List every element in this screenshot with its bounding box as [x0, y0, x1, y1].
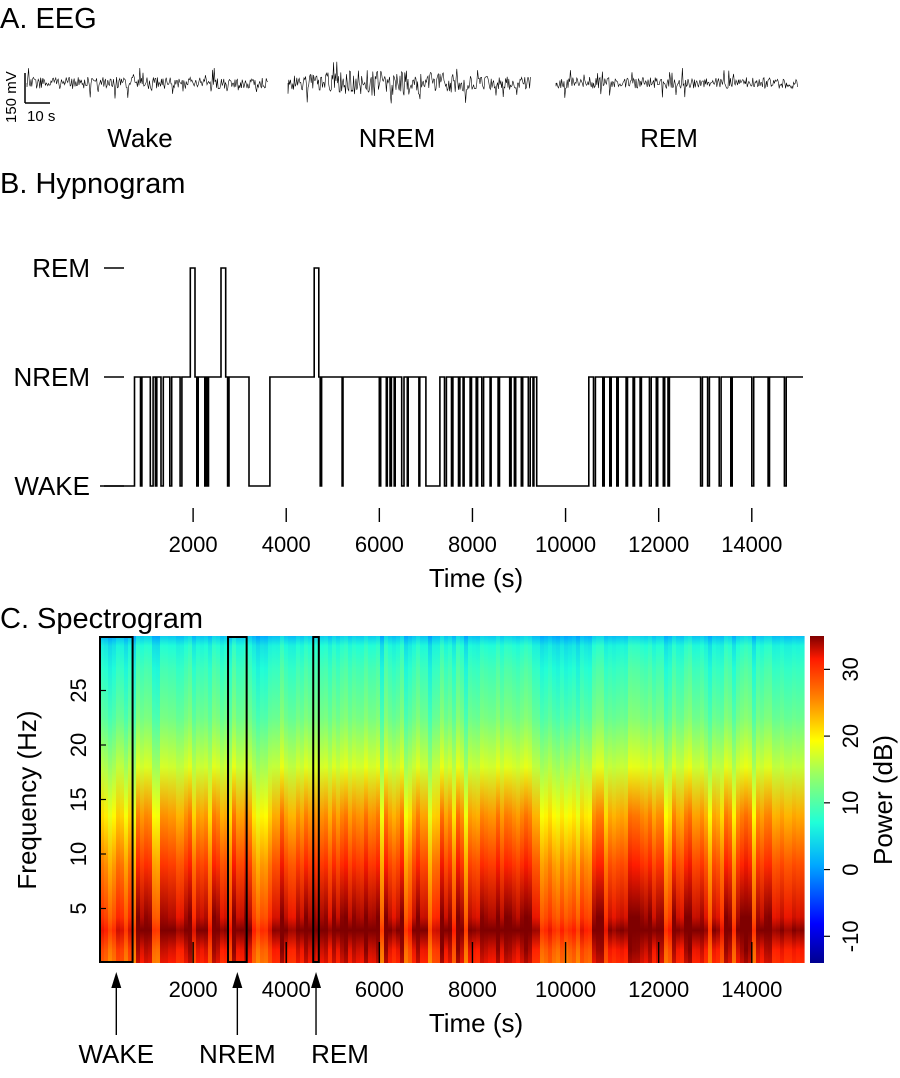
highlight-box-wake: [99, 636, 134, 963]
colorbar-tick-label--10: -10: [838, 920, 863, 952]
arrow-label-rem: REM: [311, 1039, 369, 1069]
spectrogram-xtick-label-12000: 12000: [628, 977, 689, 1002]
spectrogram-ytick-label-10: 10: [66, 842, 91, 866]
hypnogram-xtick-label-14000: 14000: [721, 532, 782, 557]
colorbar: [810, 636, 824, 963]
colorbar-tick-label-10: 10: [838, 791, 863, 815]
eeg-label-rem: REM: [640, 123, 698, 153]
colorbar-tick-label-30: 30: [838, 657, 863, 681]
spectrogram-ytick-label-15: 15: [66, 787, 91, 811]
arrow-head-wake: [111, 972, 122, 988]
spectrogram-ytick-label-20: 20: [66, 733, 91, 757]
spectrogram-xtick-label-14000: 14000: [721, 977, 782, 1002]
panel-c-title: C. Spectrogram: [0, 603, 203, 635]
spectrogram-xtick-label-6000: 6000: [355, 977, 404, 1002]
spectrogram-xtick-label-10000: 10000: [535, 977, 596, 1002]
spectrogram-xtick-label-4000: 4000: [262, 977, 311, 1002]
spectrogram-xtick-label-2000: 2000: [169, 977, 218, 1002]
spectrogram-xlabel: Time (s): [429, 1008, 523, 1038]
eeg-trace-rem: [555, 67, 798, 98]
spectrogram-ytick-label-25: 25: [66, 678, 91, 702]
eeg-traces: [26, 61, 798, 104]
arrow-head-nrem: [232, 972, 243, 988]
panel-a-title: A. EEG: [0, 3, 97, 35]
arrow-label-wake: WAKE: [78, 1039, 154, 1069]
hypnogram-ylabel-nrem: NREM: [13, 362, 90, 392]
spectrogram-ytick-label-5: 5: [66, 902, 91, 914]
arrow-label-nrem: NREM: [199, 1039, 276, 1069]
hypnogram-xtick-label-6000: 6000: [355, 532, 404, 557]
panel-b-title: B. Hypnogram: [0, 168, 185, 200]
hypnogram-xlabel: Time (s): [429, 563, 523, 593]
hypnogram-xtick-label-8000: 8000: [448, 532, 497, 557]
highlight-box-nrem: [227, 636, 248, 963]
eeg-time-scale-label: 10 s: [27, 108, 55, 125]
eeg-voltage-scale-label: 150 mV: [3, 71, 20, 123]
eeg-trace-nrem: [287, 61, 531, 104]
hypnogram-xtick-label-4000: 4000: [262, 532, 311, 557]
spectrogram-strips: [100, 636, 805, 963]
hypnogram-xtick-label-10000: 10000: [535, 532, 596, 557]
spectrogram-ylabel: Frequency (Hz): [12, 710, 42, 889]
spectrogram-xtick-label-8000: 8000: [448, 977, 497, 1002]
hypnogram-ylabel-wake: WAKE: [14, 471, 90, 501]
colorbar-label: Power (dB): [868, 735, 898, 865]
eeg-label-wake: Wake: [107, 123, 173, 153]
colorbar-tick-label-0: 0: [838, 863, 863, 875]
arrow-head-rem: [311, 972, 322, 988]
hypnogram-ylabel-rem: REM: [32, 253, 90, 283]
hypnogram-xtick-label-2000: 2000: [169, 532, 218, 557]
eeg-label-nrem: NREM: [359, 123, 436, 153]
highlight-box-rem: [312, 636, 320, 963]
eeg-trace-wake: [26, 67, 269, 99]
colorbar-tick-label-20: 20: [838, 724, 863, 748]
hypnogram-trace: [100, 267, 803, 487]
hypnogram-xtick-label-12000: 12000: [628, 532, 689, 557]
